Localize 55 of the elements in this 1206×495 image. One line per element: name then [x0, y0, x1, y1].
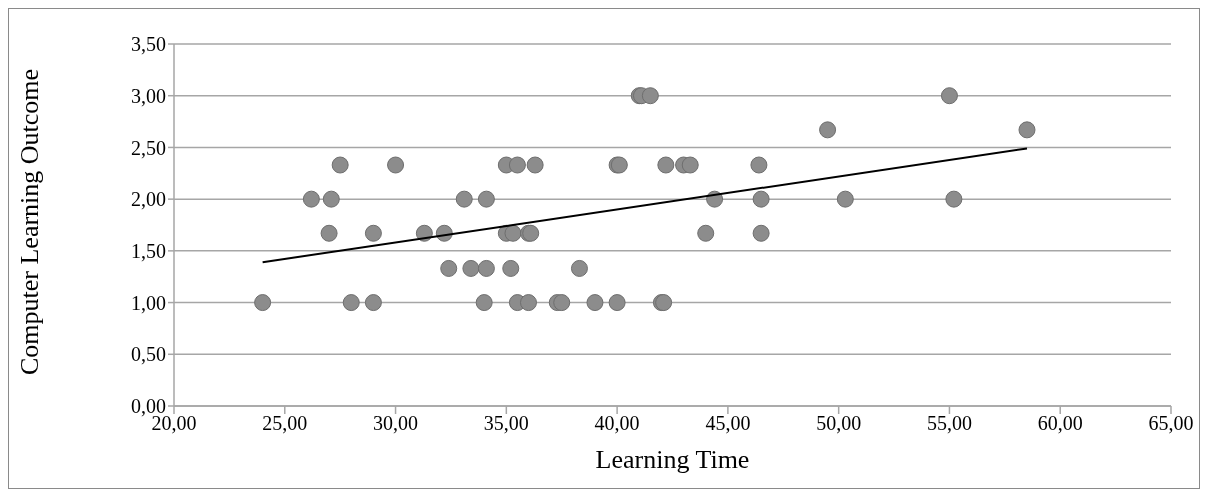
point — [475, 294, 493, 312]
point — [508, 156, 526, 174]
point — [462, 259, 480, 277]
x-tick-label: 50,00 — [816, 412, 862, 435]
y-axis-title: Computer Learning Outcome — [15, 68, 45, 375]
point — [836, 190, 854, 208]
point — [440, 259, 458, 277]
point — [752, 224, 770, 242]
y-tick-label: 0,50 — [131, 343, 166, 366]
point — [697, 224, 715, 242]
point — [526, 156, 544, 174]
point — [752, 190, 770, 208]
y-tick-label: 1,50 — [131, 239, 166, 262]
point — [657, 156, 675, 174]
x-tick-label: 65,00 — [1148, 412, 1194, 435]
point — [364, 224, 382, 242]
point — [504, 224, 522, 242]
x-tick-label: 45,00 — [705, 412, 751, 435]
x-tick-label: 20,00 — [151, 412, 197, 435]
point — [681, 156, 699, 174]
point — [477, 259, 495, 277]
x-tick-label: 40,00 — [594, 412, 640, 435]
point — [254, 294, 272, 312]
point — [455, 190, 473, 208]
point — [945, 190, 963, 208]
point — [750, 156, 768, 174]
x-tick-label: 30,00 — [373, 412, 419, 435]
point — [302, 190, 320, 208]
y-tick-label: 3,00 — [131, 84, 166, 107]
x-tick-label: 35,00 — [483, 412, 529, 435]
point — [477, 190, 495, 208]
point — [641, 87, 659, 105]
point — [519, 294, 537, 312]
point — [342, 294, 360, 312]
x-axis-title: Learning Time — [595, 445, 750, 474]
point — [819, 121, 837, 139]
point — [940, 87, 958, 105]
point — [608, 294, 626, 312]
x-tick-label: 25,00 — [262, 412, 308, 435]
y-tick-label: 1,00 — [131, 291, 166, 314]
point — [570, 259, 588, 277]
point — [331, 156, 349, 174]
point — [502, 259, 520, 277]
point — [322, 190, 340, 208]
point — [586, 294, 604, 312]
y-tick-label: 2,00 — [131, 188, 166, 211]
point — [1018, 121, 1036, 139]
y-tick-label: 3,50 — [131, 33, 166, 56]
point — [320, 224, 338, 242]
point — [387, 156, 405, 174]
point — [364, 294, 382, 312]
x-tick-label: 55,00 — [926, 412, 972, 435]
x-tick-label: 60,00 — [1037, 412, 1083, 435]
point — [553, 294, 571, 312]
y-tick-label: 2,50 — [131, 136, 166, 159]
